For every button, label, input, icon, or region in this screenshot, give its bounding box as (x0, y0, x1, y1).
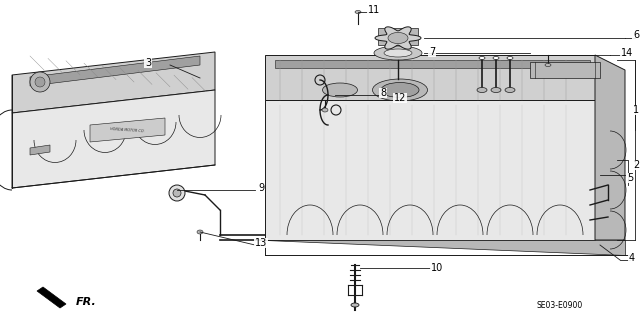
Ellipse shape (197, 230, 203, 234)
Text: FR.: FR. (76, 297, 97, 307)
Polygon shape (37, 287, 66, 308)
Polygon shape (275, 60, 590, 68)
Ellipse shape (323, 83, 358, 97)
Ellipse shape (491, 87, 501, 93)
Ellipse shape (372, 79, 428, 101)
Circle shape (169, 185, 185, 201)
Text: 2: 2 (633, 160, 639, 170)
Text: 7: 7 (429, 47, 435, 57)
Text: 8: 8 (380, 88, 386, 98)
Text: HONDA MOTOR CO.: HONDA MOTOR CO. (109, 127, 145, 133)
Text: SE03-E0900: SE03-E0900 (537, 300, 583, 309)
Text: 1: 1 (633, 105, 639, 115)
Text: 4: 4 (629, 253, 635, 263)
Polygon shape (595, 55, 625, 240)
Ellipse shape (477, 87, 487, 93)
Polygon shape (90, 118, 165, 142)
Ellipse shape (493, 56, 499, 60)
Polygon shape (530, 62, 600, 78)
Ellipse shape (545, 63, 551, 66)
Text: 11: 11 (368, 5, 380, 15)
Text: 13: 13 (255, 238, 267, 248)
Polygon shape (265, 55, 595, 100)
Text: 5: 5 (627, 173, 633, 183)
Text: 10: 10 (431, 263, 443, 273)
Ellipse shape (479, 56, 485, 60)
Ellipse shape (507, 56, 513, 60)
Ellipse shape (384, 49, 412, 57)
Polygon shape (378, 28, 418, 45)
Ellipse shape (351, 303, 359, 307)
Polygon shape (388, 33, 408, 43)
Circle shape (35, 77, 45, 87)
Polygon shape (265, 240, 625, 255)
Text: 9: 9 (258, 183, 264, 193)
Ellipse shape (374, 46, 422, 60)
Polygon shape (30, 56, 200, 86)
Ellipse shape (322, 108, 328, 112)
Polygon shape (12, 52, 215, 113)
Polygon shape (265, 100, 595, 240)
Text: 14: 14 (621, 48, 633, 58)
Ellipse shape (381, 83, 419, 98)
Polygon shape (375, 27, 421, 49)
Polygon shape (30, 145, 50, 155)
Circle shape (173, 189, 181, 197)
Ellipse shape (505, 87, 515, 93)
Text: 12: 12 (394, 93, 406, 103)
Polygon shape (12, 90, 215, 188)
Circle shape (30, 72, 50, 92)
Text: 6: 6 (633, 30, 639, 40)
Ellipse shape (355, 11, 361, 13)
Text: 3: 3 (145, 58, 151, 68)
